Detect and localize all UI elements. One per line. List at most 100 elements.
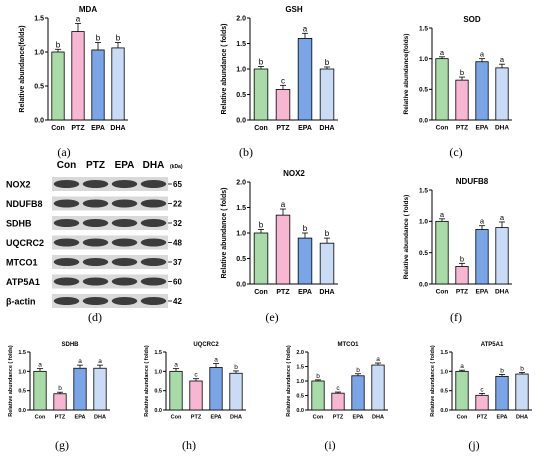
x-tick-label: EPA <box>476 289 489 296</box>
blot-band <box>140 238 167 247</box>
bar-dha <box>495 67 509 121</box>
y-tick-label: 0.0 <box>236 281 246 288</box>
y-tick-label: 0.5 <box>440 389 448 395</box>
significance-letter: c <box>281 76 285 85</box>
significance-letter: b <box>520 365 524 372</box>
significance-letter: b <box>325 58 330 67</box>
chart-mtco1: MTCO1 Relative abundance ( folds) 0.0 0.5 1.… <box>286 342 388 421</box>
significance-letter: b <box>303 224 308 233</box>
bar-dha <box>515 373 529 411</box>
significance-letter: a <box>303 24 308 33</box>
bar-ptz <box>455 79 469 121</box>
significance-letter: a <box>174 362 178 369</box>
protein-label: NDUFB8 <box>6 199 43 209</box>
chart-title: ATP5A1 <box>481 342 504 348</box>
chart-nox2: NOX2 Relative abundance ( folds) 0.0 0.5 1.0… <box>221 169 338 296</box>
y-tick-label: 0.0 <box>296 408 304 414</box>
y-tick-label: 1.0 <box>236 66 246 73</box>
bar-dha <box>319 68 335 121</box>
x-tick-label: DHA <box>230 415 242 421</box>
bar-con <box>435 58 449 121</box>
bar-epa <box>297 38 313 121</box>
blot-band <box>111 219 138 227</box>
chart-sdhb: SDHB Relative abundance ( folds) 0.0 0.5 1.0… <box>8 342 110 421</box>
bar-dha <box>111 47 125 121</box>
bar-ptz <box>275 89 291 121</box>
blot-band <box>111 199 138 208</box>
blot-band <box>53 180 80 188</box>
bar-dha <box>371 364 385 411</box>
chart-atp5a1: ATP5A1 Relative abundance ( folds) 0.0 0.5 1… <box>430 342 532 421</box>
significance-letter: c <box>336 385 340 392</box>
bar-ptz <box>331 392 345 411</box>
significance-letter: a <box>440 48 445 57</box>
x-tick-label: DHA <box>372 415 384 421</box>
y-tick-label: 1.0 <box>236 230 246 237</box>
chart-title: SOD <box>463 15 481 24</box>
significance-letter: a <box>98 358 102 365</box>
significance-letter: c <box>480 386 484 393</box>
bar-epa <box>91 49 105 121</box>
significance-letter: b <box>460 68 464 77</box>
protein-label: β-actin <box>6 297 36 307</box>
y-tick-label: 1.0 <box>419 56 428 63</box>
blot-band <box>82 277 109 286</box>
blot-strip <box>52 216 168 230</box>
caption-c: (c) <box>449 145 463 159</box>
y-axis-label: Relative abundance(folds) <box>19 25 26 112</box>
chart-uqcrc2: UQCRC2 Relative abundance ( folds) 0.0 0.5 1… <box>144 342 246 421</box>
significance-letter: a <box>376 356 380 363</box>
y-tick-label: 1.0 <box>154 369 162 375</box>
y-tick-label: 0.0 <box>18 408 26 414</box>
kda-label: 22 <box>173 200 182 209</box>
x-tick-label: PTZ <box>456 125 468 132</box>
y-tick-label: 0.0 <box>154 408 162 414</box>
y-tick-label: 0.5 <box>236 92 246 99</box>
blot-band <box>82 238 109 247</box>
bar-epa <box>495 375 509 411</box>
bar-ptz <box>71 31 85 121</box>
blot-band <box>53 277 80 286</box>
significance-letter: a <box>78 358 82 365</box>
blot-band <box>82 258 109 266</box>
chart-title: GSH <box>285 5 303 14</box>
chart-title: NDUFB8 <box>456 177 489 186</box>
x-tick-label: Con <box>254 289 268 296</box>
y-tick-label: 2.0 <box>236 179 246 186</box>
bar-dha <box>319 242 335 285</box>
blot-strip <box>52 294 168 308</box>
y-tick-label: 0.5 <box>419 250 428 257</box>
y-tick-label: 2.0 <box>236 15 246 22</box>
x-tick-label: Con <box>51 125 65 132</box>
y-tick-label: 1.5 <box>236 41 246 48</box>
chart-title: NOX2 <box>283 169 305 178</box>
x-tick-label: EPA <box>298 289 312 296</box>
y-tick-label: 1.0 <box>419 219 428 226</box>
blot-strip <box>52 235 168 250</box>
protein-label: NOX2 <box>6 180 31 190</box>
x-tick-label: DHA <box>516 415 528 421</box>
caption-j: (j) <box>468 438 480 452</box>
y-tick-label: 0.5 <box>18 389 26 395</box>
x-tick-label: Con <box>436 125 449 132</box>
caption-b: (b) <box>239 145 253 159</box>
significance-letter: a <box>500 55 505 64</box>
significance-letter: c <box>194 372 198 379</box>
significance-letter: a <box>76 14 81 23</box>
chart-title: SDHB <box>61 342 79 348</box>
kda-unit: (kDa) <box>170 164 183 170</box>
caption-g: (g) <box>55 438 69 452</box>
y-tick-label: 0.5 <box>236 256 246 263</box>
significance-letter: b <box>58 385 62 392</box>
significance-letter: a <box>480 217 485 226</box>
blot-band <box>53 297 80 305</box>
x-tick-label: Con <box>171 415 182 421</box>
blot-strip <box>52 177 168 191</box>
x-tick-label: DHA <box>94 415 106 421</box>
y-axis-label: Relative abundance ( folds) <box>221 187 228 278</box>
y-tick-label: 1.5 <box>18 350 26 356</box>
blot-band <box>140 219 167 227</box>
blot-strip <box>52 274 168 289</box>
x-tick-label: EPA <box>497 415 508 421</box>
western-blot: Con PTZ EPA DHA (kDa) NOX2 65 NDUFB8 22 SDHB 32 UQC… <box>6 160 183 308</box>
